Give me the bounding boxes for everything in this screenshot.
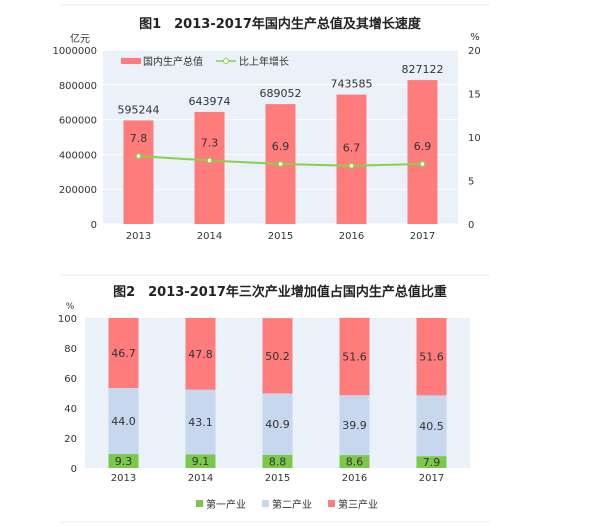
chart1-growth-point (277, 160, 284, 168)
chart2-bar-segment (108, 318, 139, 389)
chart1-title: 图1 2013-2017年国内生产总值及其增长速度 (139, 16, 422, 32)
chart2-segment-label: 9.3 (115, 455, 133, 468)
chart1-ytick-left: 400000 (59, 150, 97, 161)
chart2-bar-segment (339, 455, 370, 468)
chart2-segment-label: 51.6 (419, 351, 444, 364)
chart1-xtick: 2013 (126, 231, 151, 242)
chart1-growth-label: 6.9 (272, 140, 290, 153)
chart1-bar-label: 827122 (402, 63, 444, 76)
chart1-ytick-right: 0 (468, 220, 474, 231)
chart1-ylabel-right: % (470, 32, 480, 43)
chart1-growth-point (206, 157, 213, 164)
chart2-bar-segment (108, 454, 139, 468)
chart2-ytick: 80 (64, 344, 77, 355)
chart1-ytick-left: 1000000 (52, 46, 97, 57)
chart2-segment-label: 46.7 (111, 347, 136, 360)
chart1-growth-point (348, 162, 355, 169)
chart1-ytick-right: 5 (468, 177, 474, 188)
chart2-segment-label: 44.0 (111, 415, 136, 428)
chart2-bar-segment (185, 454, 216, 468)
chart1-growth-point (419, 160, 426, 168)
chart2-xtick: 2016 (342, 473, 367, 484)
chart2-segment-label: 40.5 (419, 420, 444, 433)
chart2-ytick: 40 (64, 404, 77, 415)
chart1-ytick-left: 200000 (59, 185, 97, 196)
chart1-bar-label: 643974 (189, 95, 231, 108)
chart2-ytick: 20 (64, 434, 77, 445)
chart2-segment-label: 8.6 (346, 456, 364, 469)
chart1-growth-label: 6.7 (343, 142, 361, 155)
chart2-ytick: 60 (64, 374, 77, 385)
chart1-growth-label: 7.3 (201, 136, 219, 149)
chart2-bar-segment (339, 317, 370, 396)
chart2-xtick: 2013 (111, 473, 136, 484)
chart1-xtick: 2015 (268, 231, 293, 242)
chart2-bar-segment (262, 318, 293, 394)
chart2-legend-label: 第二产业 (272, 498, 312, 511)
chart1-bar (407, 80, 438, 224)
chart1-growth-point (135, 152, 142, 160)
legend-gdp-swatch (121, 58, 141, 64)
chart2-segment-label: 39.9 (342, 419, 367, 432)
chart2-legend-label: 第三产业 (338, 498, 378, 511)
chart1-ytick-left: 600000 (59, 116, 97, 127)
chart1-xtick: 2016 (339, 231, 364, 242)
chart1-bar-label: 743585 (331, 78, 373, 91)
chart2-legend-label: 第一产业 (206, 498, 246, 511)
chart2-segment-label: 40.9 (265, 418, 290, 431)
chart2-bar-segment (339, 395, 370, 456)
chart2-legend-swatch (262, 500, 269, 507)
chart1-xtick: 2014 (197, 231, 222, 242)
chart2-bar-segment (108, 388, 139, 455)
chart1-growth-label: 6.9 (414, 140, 432, 153)
chart1-bar-label: 689052 (260, 87, 302, 100)
chart2-bar-segment (416, 395, 447, 457)
chart2-xtick: 2015 (265, 473, 290, 484)
chart1-ytick-right: 10 (468, 133, 481, 144)
chart2-ytick: 0 (71, 464, 77, 475)
chart1-bar (336, 94, 367, 224)
legend-gdp-label: 国内生产总值 (143, 55, 203, 68)
legend-growth-marker (223, 58, 229, 64)
chart2-segment-label: 9.1 (192, 455, 210, 468)
chart2-segment-label: 47.8 (188, 348, 213, 361)
chart2-segment-label: 51.6 (342, 351, 367, 364)
chart1-ytick-left: 0 (91, 220, 97, 231)
chart1-ytick-left: 800000 (59, 81, 97, 92)
chart2-bar-segment (416, 456, 447, 468)
chart2-ytick: 100 (58, 314, 77, 325)
chart2: 0 20 40 60 80 100 9.3 44.0 46.7 2013 9.1 43.1 47.8 20… (58, 314, 470, 511)
chart2-legend-swatch (328, 500, 335, 507)
chart1-ylabel-left: 亿元 (70, 32, 90, 45)
chart1: 0 200000 400000 600000 800000 1000000 0 5 10 15 20… (52, 46, 480, 242)
chart1-bar (194, 111, 225, 224)
chart1-bar (123, 120, 154, 224)
chart1-growth-label: 7.8 (130, 132, 148, 145)
chart2-ylabel: % (66, 302, 75, 312)
chart1-ytick-right: 15 (468, 90, 481, 101)
chart1-bar-label: 595244 (118, 103, 160, 116)
chart2-segment-label: 50.2 (265, 350, 290, 363)
chart2-bar-segment (262, 454, 293, 468)
chart2-segment-label: 8.8 (269, 455, 287, 468)
chart2-bar-segment (185, 318, 216, 390)
chart1-xtick: 2017 (410, 231, 435, 242)
chart2-title: 图2 2013-2017年三次产业增加值占国内生产总值比重 (113, 284, 447, 300)
chart2-bar-segment (416, 318, 447, 396)
chart2-bar-segment (185, 389, 216, 455)
chart2-xtick: 2014 (188, 473, 213, 484)
chart2-segment-label: 43.1 (188, 416, 213, 429)
chart2-segment-label: 7.9 (423, 456, 441, 469)
chart2-xtick: 2017 (419, 473, 444, 484)
legend-growth-label: 比上年增长 (239, 55, 289, 68)
chart1-ytick-right: 20 (468, 46, 481, 57)
chart2-bar-segment (262, 393, 293, 455)
chart2-legend-swatch (196, 500, 203, 507)
